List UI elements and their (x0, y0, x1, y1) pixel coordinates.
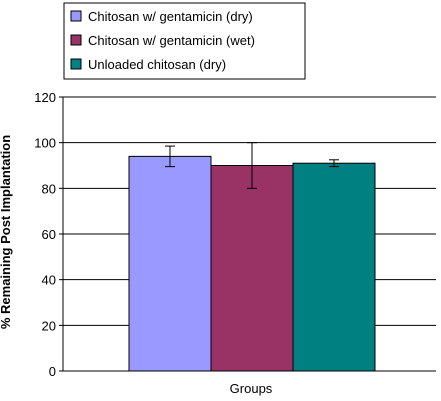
y-tick-label: 60 (42, 227, 56, 242)
y-tick-label: 100 (34, 136, 56, 151)
legend-label-2: Chitosan w/ gentamicin (wet) (88, 33, 255, 48)
y-tick-label: 0 (49, 364, 56, 379)
y-tick-label: 80 (42, 181, 56, 196)
legend-label-1: Chitosan w/ gentamicin (dry) (88, 9, 253, 24)
legend-box (63, 2, 306, 80)
legend-label-3: Unloaded chitosan (dry) (88, 57, 226, 72)
bar-3 (292, 162, 376, 372)
legend: Chitosan w/ gentamicin (dry) Chitosan w/ … (63, 2, 306, 80)
bar-1 (128, 155, 212, 372)
y-tick-label: 20 (42, 318, 56, 333)
legend-swatch-2 (70, 34, 82, 46)
legend-swatch-3 (70, 58, 82, 70)
legend-swatch-1 (70, 10, 82, 22)
y-tick-label: 120 (34, 90, 56, 105)
y-tick-label: 40 (42, 273, 56, 288)
plot-area: 0 20 40 60 80 100 120 (34, 90, 436, 379)
bar-2 (210, 165, 294, 372)
x-axis-title: Groups (230, 381, 273, 396)
y-axis-title: % Remaining Post Implantation (0, 135, 13, 329)
